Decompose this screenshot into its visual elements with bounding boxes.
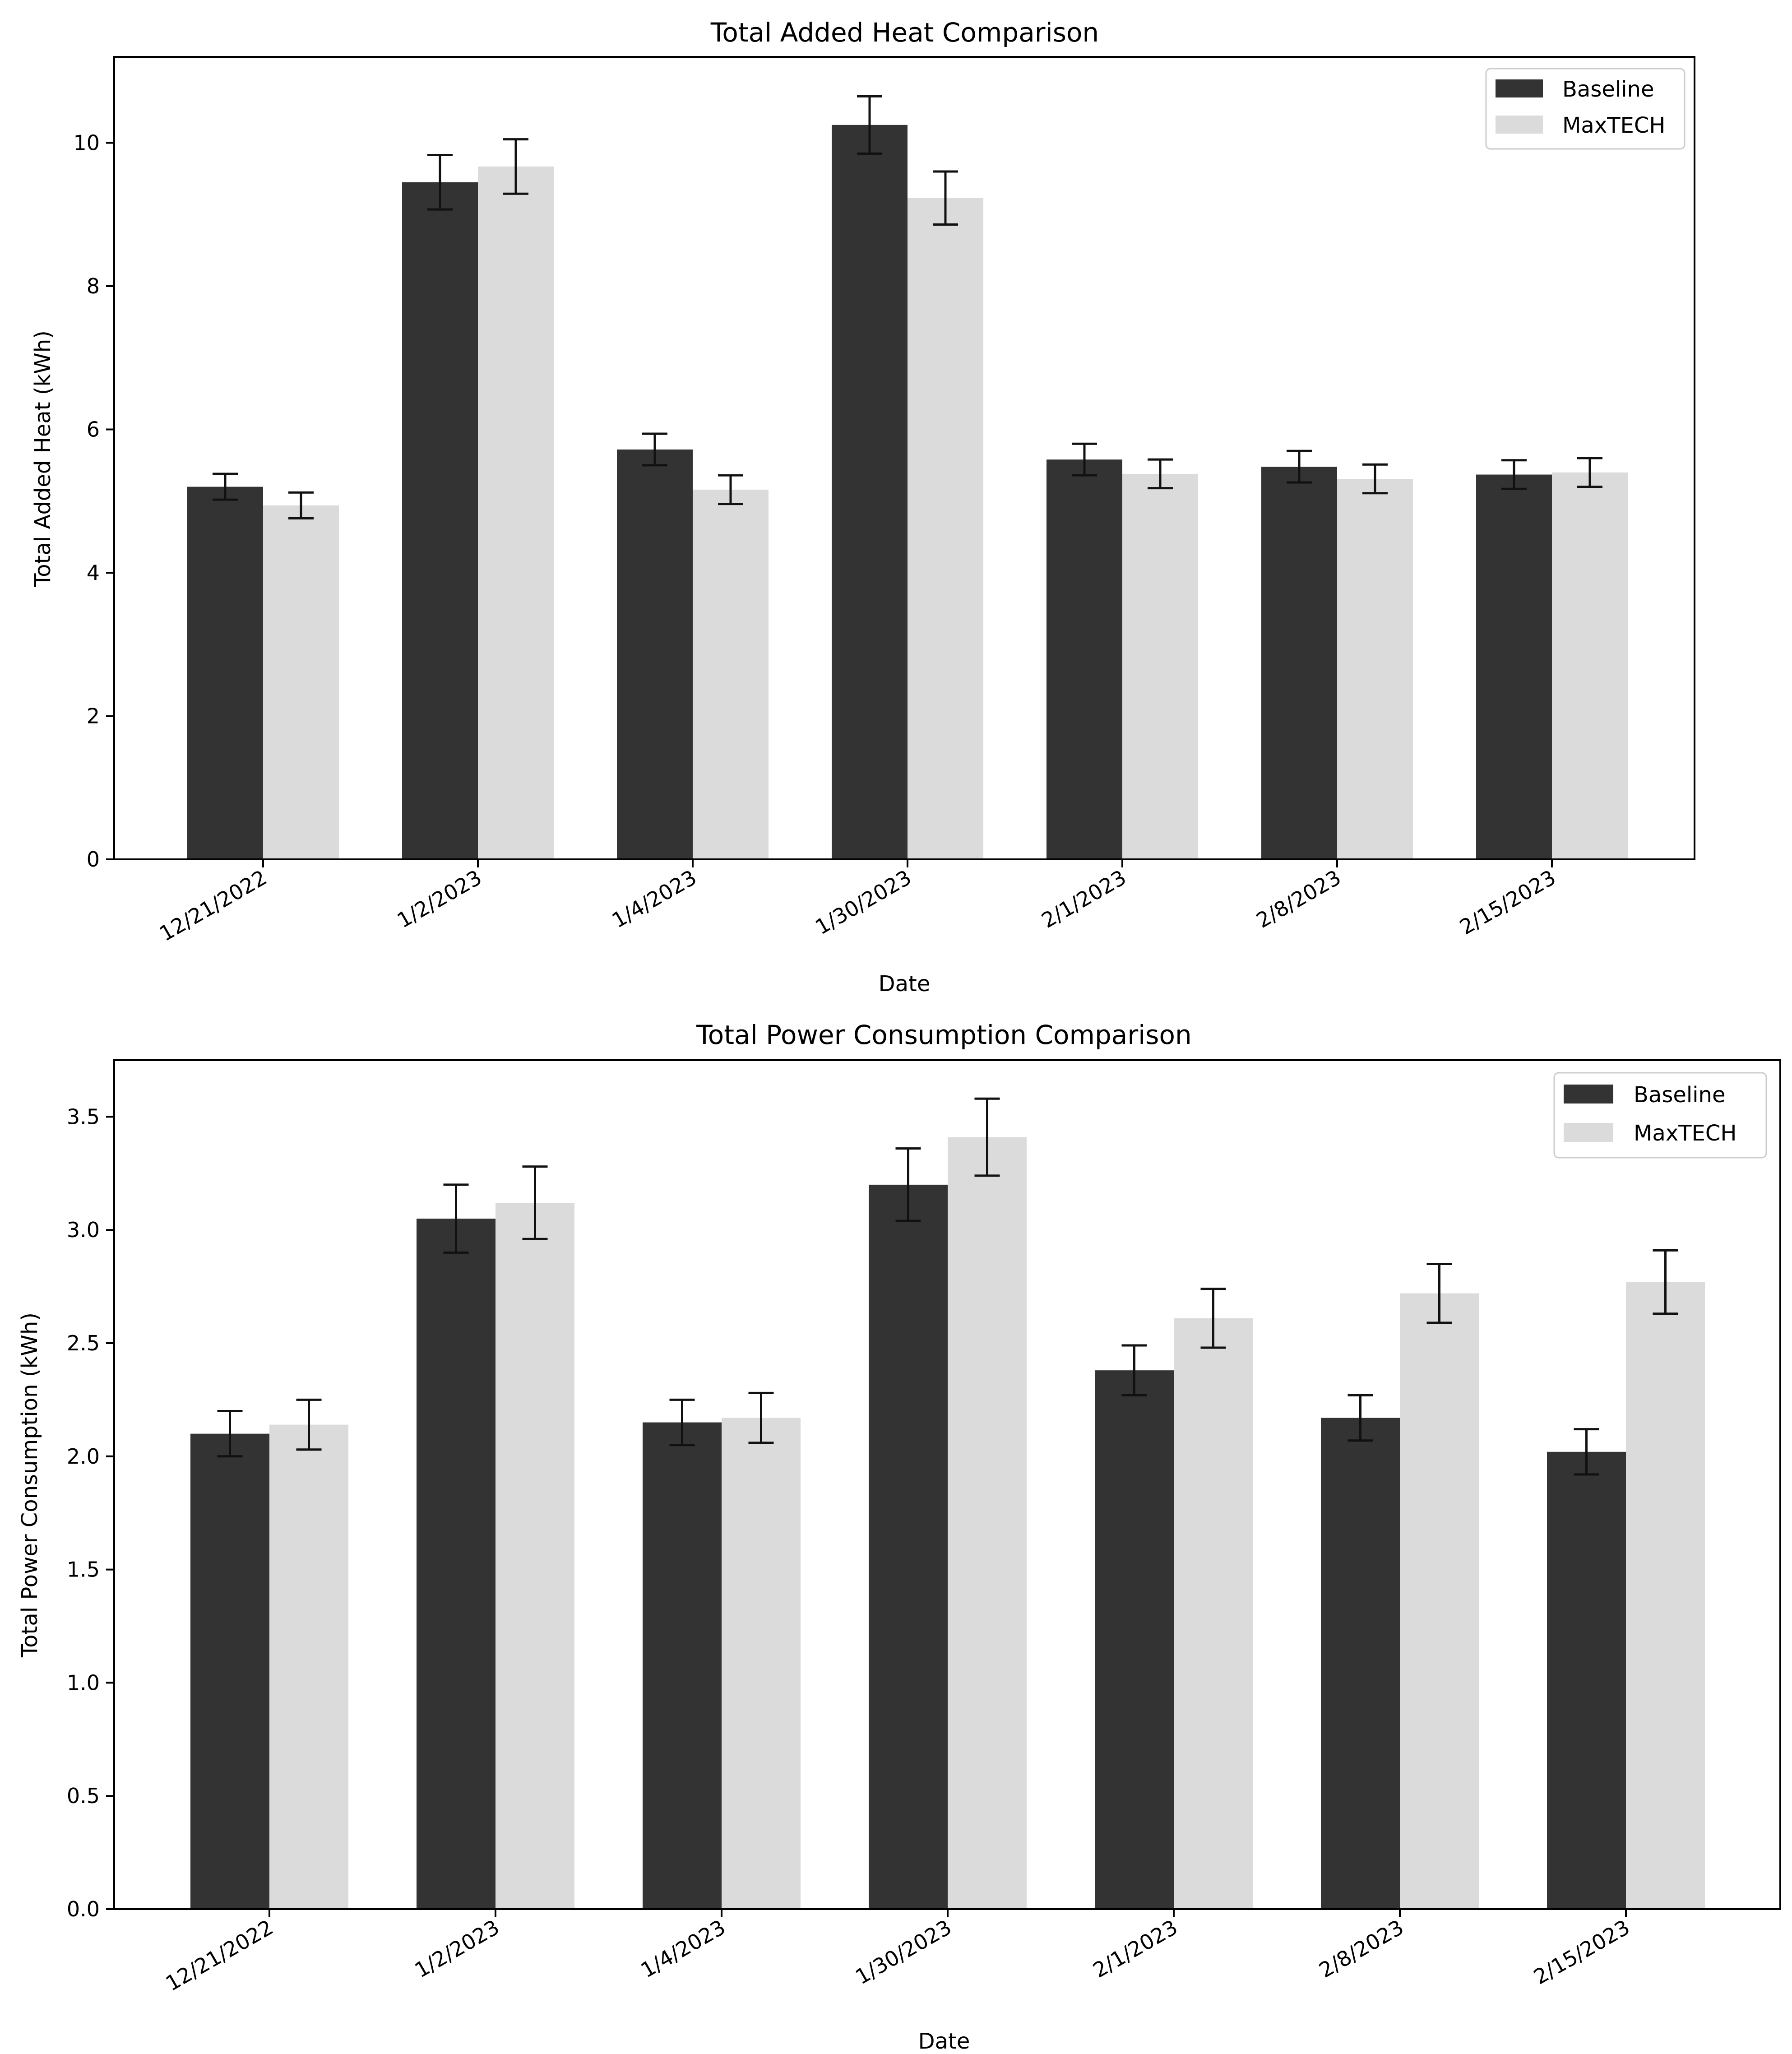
power-chart-title: Total Power Consumption Comparison (696, 1020, 1192, 1050)
heat-plot-frame (113, 56, 1695, 860)
heat-error-bar-baseline (1501, 459, 1527, 490)
heat-x-axis-label: Date (879, 971, 931, 997)
heat-bar-baseline (1476, 474, 1552, 859)
power-legend: Baseline MaxTECH (1553, 1072, 1767, 1159)
heat-legend-maxtech-swatch (1496, 116, 1543, 134)
heat-error-bar-maxtech (1148, 458, 1173, 490)
power-legend-baseline-label: Baseline (1634, 1082, 1726, 1108)
power-error-bar-baseline (669, 1398, 695, 1447)
heat-error-bar-maxtech (503, 138, 528, 195)
power-y-tick-label: 1.0 (67, 1670, 100, 1695)
heat-y-axis-label: Total Added Heat (kWh) (30, 330, 56, 587)
heat-bar-baseline (187, 487, 263, 859)
power-error-bar-baseline (1121, 1344, 1147, 1396)
heat-error-bar-baseline (642, 432, 667, 467)
heat-y-tick-label: 6 (87, 417, 100, 442)
power-error-bar-baseline (217, 1410, 243, 1458)
power-legend-baseline-swatch (1564, 1085, 1613, 1104)
heat-bar-maxtech (1552, 472, 1628, 859)
power-legend-maxtech-swatch (1564, 1123, 1613, 1142)
heat-legend-maxtech-label: MaxTECH (1562, 113, 1666, 138)
power-bar-baseline (1321, 1418, 1400, 1909)
power-chart: Total Power Consumption Comparison 0.00.… (17, 1020, 1781, 2054)
power-legend-maxtech-label: MaxTECH (1634, 1121, 1737, 1146)
heat-bars-layer (187, 95, 1628, 860)
power-y-axis: 0.0 0.5 1.0 1.5 2.0 2.5 3.0 3.5 (67, 1104, 114, 1921)
power-bar-baseline (417, 1219, 495, 1909)
heat-error-bar-baseline (1072, 442, 1097, 477)
heat-legend-baseline-label: Baseline (1562, 77, 1654, 102)
heat-error-bar-maxtech (933, 170, 958, 226)
heat-legend-baseline-swatch (1496, 79, 1543, 97)
power-bar-maxtech (1174, 1318, 1253, 1909)
heat-error-bar-maxtech (1362, 463, 1388, 495)
heat-bar-maxtech (263, 505, 339, 859)
power-bar-baseline (1095, 1370, 1174, 1909)
power-y-tick-label: 2.0 (67, 1444, 100, 1469)
heat-error-bar-baseline (427, 153, 453, 211)
power-bar-maxtech (269, 1424, 348, 1909)
power-bar-maxtech (1626, 1282, 1705, 1909)
heat-bar-maxtech (908, 198, 983, 859)
heat-bar-baseline (402, 182, 478, 859)
power-error-bar-baseline (443, 1183, 469, 1254)
power-y-tick-label: 0.0 (67, 1897, 100, 1921)
heat-bar-baseline (617, 449, 693, 859)
heat-bar-maxtech (1337, 479, 1413, 859)
power-bar-baseline (190, 1433, 269, 1909)
heat-error-bar-baseline (1287, 450, 1312, 484)
heat-chart-title: Total Added Heat Comparison (710, 17, 1099, 48)
power-bar-baseline (1547, 1451, 1626, 1909)
heat-bar-maxtech (478, 166, 554, 860)
heat-y-tick-label: 0 (87, 847, 100, 872)
heat-bar-maxtech (1122, 473, 1198, 859)
power-bar-baseline (869, 1184, 948, 1909)
power-error-bar-maxtech (1200, 1288, 1226, 1349)
power-bars-layer (190, 1097, 1705, 1909)
heat-y-tick-label: 2 (87, 704, 100, 728)
power-error-bar-maxtech (1653, 1249, 1678, 1315)
heat-y-axis: 0 2 4 6 8 10 (73, 131, 114, 872)
heat-error-bar-baseline (213, 473, 238, 501)
power-y-axis-label: Total Power Consumption (kWh) (17, 1312, 42, 1658)
heat-error-bar-maxtech (1577, 457, 1602, 488)
power-error-bar-maxtech (748, 1391, 774, 1444)
power-error-bar-maxtech (522, 1165, 548, 1240)
power-error-bar-baseline (1574, 1428, 1599, 1476)
heat-y-tick-label: 8 (87, 274, 100, 298)
power-x-axis-label: Date (918, 2029, 970, 2054)
power-error-bar-baseline (895, 1147, 921, 1222)
power-y-tick-label: 3.5 (67, 1104, 100, 1129)
power-bar-baseline (643, 1422, 722, 1909)
heat-legend: Baseline MaxTECH (1485, 68, 1685, 150)
heat-bar-maxtech (693, 489, 769, 859)
power-bar-maxtech (495, 1203, 574, 1909)
heat-bar-baseline (1046, 459, 1122, 859)
power-error-bar-maxtech (296, 1398, 322, 1451)
power-error-bar-maxtech (1426, 1262, 1452, 1324)
power-y-tick-label: 2.5 (67, 1331, 100, 1355)
heat-bar-baseline (832, 125, 908, 859)
power-bar-maxtech (1400, 1293, 1479, 1909)
power-bar-maxtech (948, 1137, 1027, 1909)
heat-error-bar-maxtech (718, 474, 743, 505)
power-y-tick-label: 3.0 (67, 1218, 100, 1242)
heat-error-bar-maxtech (288, 491, 314, 519)
power-y-tick-label: 1.5 (67, 1558, 100, 1582)
power-error-bar-baseline (1347, 1394, 1373, 1442)
heat-error-bar-baseline (857, 95, 882, 155)
power-error-bar-maxtech (974, 1097, 1000, 1177)
power-y-tick-label: 0.5 (67, 1784, 100, 1808)
heat-y-tick-label: 10 (73, 131, 100, 155)
heat-bar-baseline (1261, 467, 1337, 859)
power-bar-maxtech (722, 1418, 801, 1909)
heat-y-tick-label: 4 (87, 561, 100, 585)
